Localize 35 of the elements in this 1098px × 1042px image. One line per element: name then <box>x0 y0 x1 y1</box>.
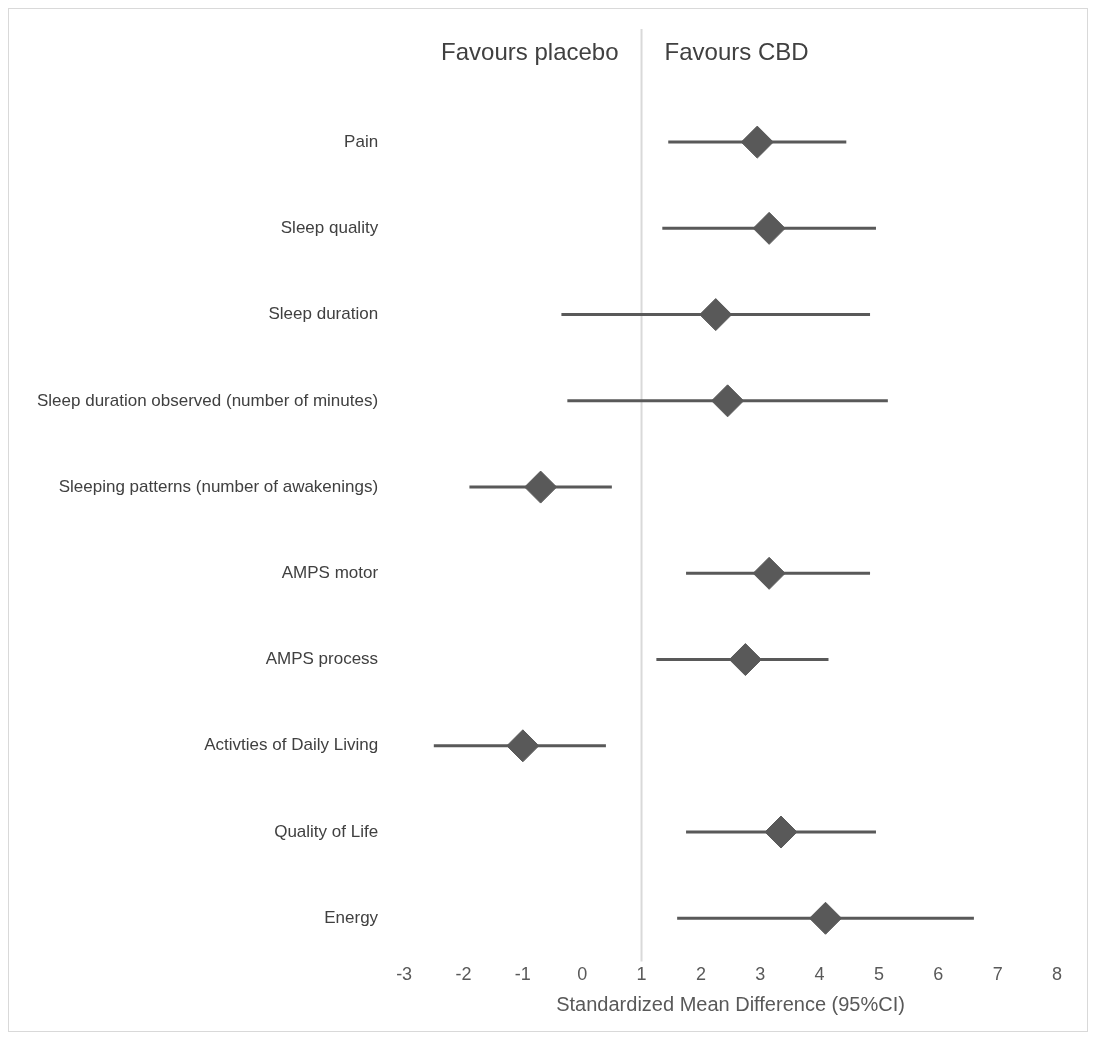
point <box>740 125 774 159</box>
y-tick-label: Sleep duration <box>268 304 379 324</box>
x-tick-label: 1 <box>636 964 647 985</box>
point <box>728 643 762 677</box>
point <box>752 211 786 245</box>
x-tick-label: 2 <box>695 964 706 985</box>
point <box>524 470 558 504</box>
y-tick-label: AMPS motor <box>281 563 379 583</box>
y-tick-label: Pain <box>344 131 379 151</box>
annotation: Favours placebo <box>441 37 619 65</box>
y-tick-label: Quality of Life <box>274 821 379 841</box>
point <box>752 556 786 590</box>
point <box>506 729 540 763</box>
x-tick-label: 7 <box>992 964 1003 985</box>
y-tick-label: Energy <box>324 907 379 927</box>
y-tick-label: Sleeping patterns (number of awakenings) <box>58 476 379 496</box>
y-tick-label: Sleep duration observed (number of minutes) <box>36 390 379 410</box>
point <box>711 384 745 418</box>
point <box>764 815 798 849</box>
x-tick-label: 4 <box>814 964 825 985</box>
x-tick-label: 8 <box>1051 964 1063 985</box>
x-tick-label: 3 <box>755 964 766 985</box>
y-tick-label: Activties of Daily Living <box>204 735 379 755</box>
y-tick-label: Sleep quality <box>280 218 379 238</box>
x-tick-label: 0 <box>577 964 588 985</box>
x-tick-label: 5 <box>873 964 884 985</box>
y-tick-label: AMPS process <box>265 649 379 669</box>
x-tick-label: -1 <box>514 964 531 985</box>
point <box>809 901 843 935</box>
x-tick-label: -3 <box>396 964 413 985</box>
x-tick-label: 6 <box>933 964 944 985</box>
x-axis-title: Standardized Mean Difference (95%CI) <box>556 992 905 1015</box>
point <box>699 298 733 332</box>
annotation: Favours CBD <box>664 37 809 65</box>
x-tick-label: -2 <box>455 964 472 985</box>
